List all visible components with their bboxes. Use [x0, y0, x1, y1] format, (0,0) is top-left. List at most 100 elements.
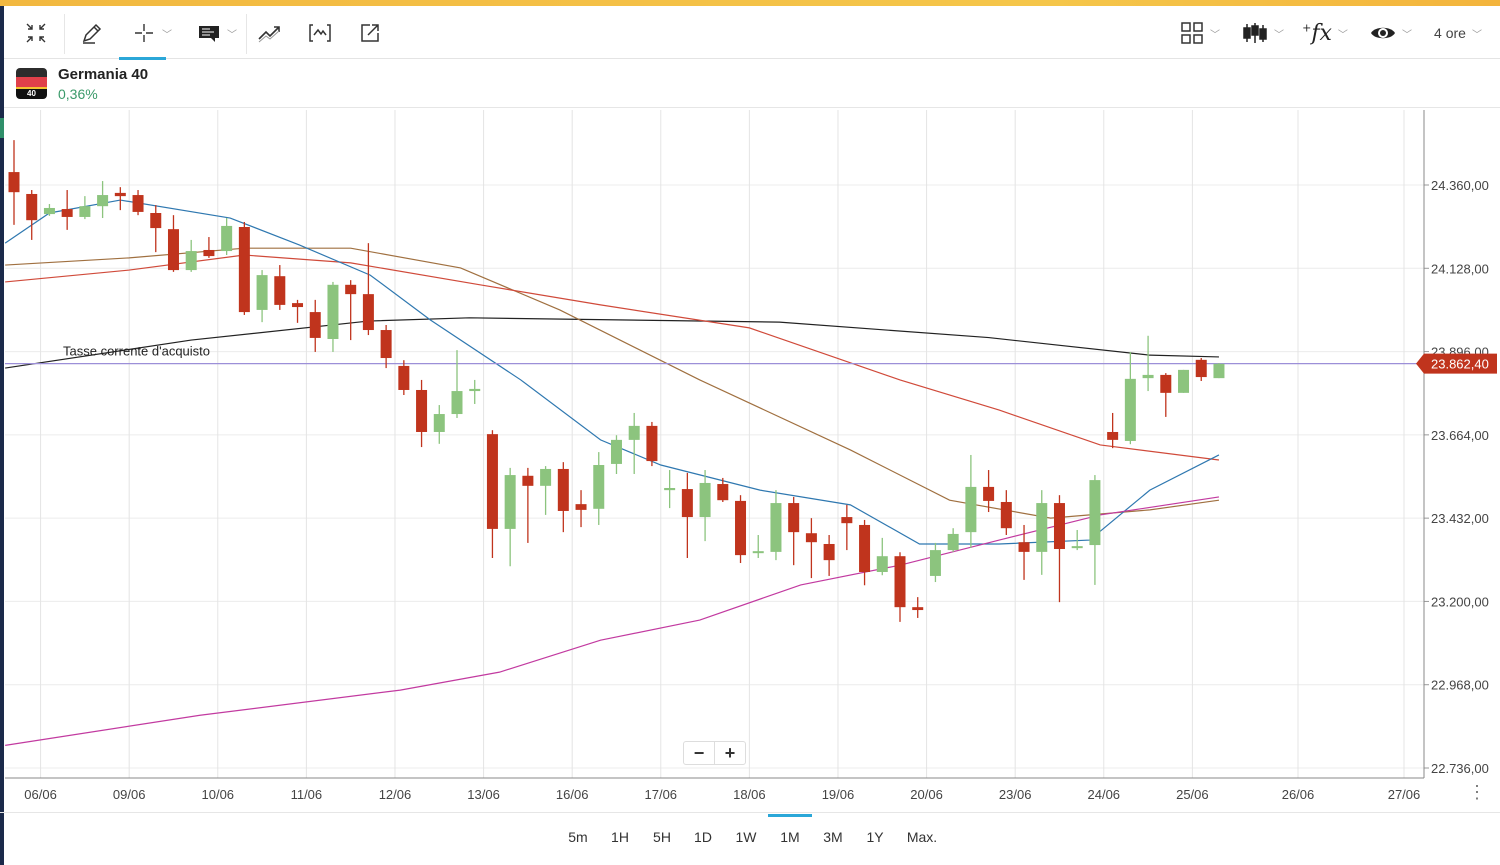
- open-external-button[interactable]: [354, 16, 386, 50]
- candle-down: [788, 496, 800, 566]
- timeframe-5h[interactable]: 5H: [653, 829, 671, 845]
- candle-body: [1142, 374, 1154, 379]
- candle-down: [150, 205, 162, 253]
- candle-down: [8, 140, 20, 225]
- timeframe-1d[interactable]: 1D: [694, 829, 712, 845]
- interval-label: 4 ore: [1434, 25, 1466, 41]
- candle-up: [97, 181, 109, 219]
- candle-down: [132, 190, 144, 216]
- more-options-icon[interactable]: ⋮: [1468, 782, 1486, 802]
- visibility-button[interactable]: ﹀: [1366, 16, 1416, 50]
- x-tick-label: 26/06: [1282, 787, 1315, 802]
- interval-dropdown[interactable]: 4 ore ﹀: [1428, 16, 1488, 50]
- candle-up: [451, 350, 463, 418]
- x-tick-label: 17/06: [645, 787, 678, 802]
- timeframe-bar: 5m 1H 5H 1D 1W 1M 3M 1Y Max.: [0, 812, 1500, 865]
- timeframe-3m[interactable]: 3M: [823, 829, 843, 845]
- candle-body: [522, 475, 534, 486]
- timeframe-5m[interactable]: 5m: [568, 829, 588, 845]
- candle-body: [1178, 369, 1190, 393]
- candle-body: [203, 249, 215, 257]
- candle-down: [522, 467, 534, 543]
- x-tick-label: 12/06: [379, 787, 412, 802]
- trend-icon: [258, 26, 280, 43]
- candle-down: [646, 421, 658, 467]
- candle-body: [610, 439, 622, 464]
- candle-down: [1160, 373, 1172, 417]
- candle-down: [912, 597, 924, 618]
- candle-body: [433, 414, 445, 432]
- candle-body: [238, 227, 250, 313]
- zoom-out-button[interactable]: −: [684, 742, 715, 764]
- chevron-down-icon: ﹀: [1274, 29, 1284, 41]
- candle-down: [309, 299, 321, 352]
- price-chart[interactable]: 24.360,0024.128,0023.896,0023.664,0023.4…: [0, 0, 1500, 812]
- candle-body: [221, 225, 233, 252]
- candle-down: [345, 280, 357, 341]
- y-tick-label: 24.360,00: [1431, 178, 1489, 193]
- draw-button[interactable]: [76, 16, 108, 50]
- candle-up: [221, 218, 233, 256]
- zoom-in-button[interactable]: +: [724, 743, 736, 763]
- left-edge-marker: [0, 118, 4, 138]
- annotation-button[interactable]: ﹀: [190, 16, 244, 50]
- crosshair-icon: [135, 24, 153, 42]
- candle-up: [327, 281, 339, 352]
- candle-up: [699, 470, 711, 542]
- current-price-badge: [1416, 353, 1497, 374]
- ma-red-line: [5, 254, 1220, 461]
- instrument-change: 0,36%: [58, 86, 98, 102]
- pencil-icon: [82, 23, 102, 44]
- candle-down: [983, 470, 995, 513]
- timeframe-1m[interactable]: 1M: [768, 814, 812, 845]
- left-edge-strip: [0, 6, 4, 865]
- chart-type-button[interactable]: ﹀: [1238, 16, 1288, 50]
- chevron-down-icon: ﹀: [1337, 29, 1348, 41]
- candle-body: [345, 284, 357, 295]
- candle-body: [1000, 501, 1012, 529]
- candle-body: [451, 391, 463, 415]
- candle-up: [1213, 363, 1225, 379]
- candle-up: [79, 196, 91, 220]
- candle-body: [79, 206, 91, 217]
- candle-up: [593, 452, 605, 525]
- candle-body: [380, 330, 392, 359]
- indicators-button[interactable]: [304, 16, 336, 50]
- functions-button[interactable]: +fx ﹀: [1298, 16, 1352, 50]
- candle-up: [876, 537, 888, 576]
- crosshair-button[interactable]: ﹀: [119, 16, 180, 60]
- y-tick-label: 22.968,00: [1431, 678, 1489, 693]
- candle-body: [752, 551, 764, 554]
- candle-body: [1071, 546, 1083, 549]
- candle-body: [167, 229, 179, 271]
- layout-button[interactable]: ﹀: [1178, 16, 1222, 50]
- timeframe-1h[interactable]: 1H: [611, 829, 629, 845]
- candlestick-icon: [1243, 23, 1267, 43]
- candle-up: [504, 467, 516, 567]
- timeframe-1w[interactable]: 1W: [735, 829, 757, 845]
- candle-body: [557, 468, 569, 511]
- candle-down: [380, 325, 392, 369]
- timeframe-max[interactable]: Max.: [906, 829, 938, 845]
- candle-body: [823, 543, 835, 561]
- candle-up: [1142, 335, 1154, 392]
- candle-body: [575, 504, 587, 510]
- candle-up: [540, 466, 552, 515]
- candle-body: [1036, 503, 1048, 552]
- candle-down: [805, 518, 817, 579]
- candle-up: [1071, 529, 1083, 551]
- compare-button[interactable]: [254, 16, 286, 50]
- candle-body: [699, 482, 711, 518]
- ma-magenta-line: [5, 496, 1220, 746]
- candle-up: [256, 270, 268, 323]
- candle-body: [929, 550, 941, 576]
- x-tick-label: 18/06: [733, 787, 766, 802]
- y-tick-label: 24.128,00: [1431, 261, 1489, 276]
- timeframe-1y[interactable]: 1Y: [866, 829, 884, 845]
- collapse-button[interactable]: [18, 16, 54, 50]
- y-tick-label: 23.664,00: [1431, 428, 1489, 443]
- candle-body: [947, 533, 959, 551]
- candle-down: [1195, 358, 1207, 382]
- candle-down: [1000, 490, 1012, 536]
- chevron-down-icon: ﹀: [162, 29, 172, 41]
